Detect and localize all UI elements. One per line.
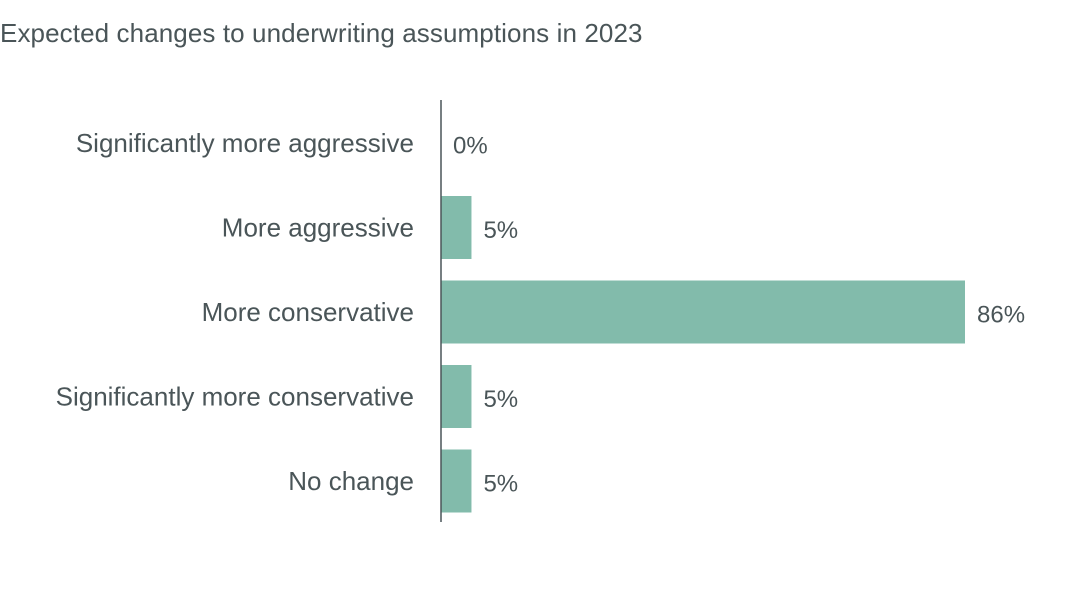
bar-5 [441,449,472,513]
value-label-4: 5% [483,386,518,413]
value-labels-group: 0% 5% 86% 5% 5% [453,133,1025,498]
category-label-4: Significantly more conservative [56,382,414,412]
value-label-2: 5% [483,217,518,244]
bar-3 [441,280,965,344]
value-label-5: 5% [483,471,518,498]
value-label-3: 86% [977,302,1025,329]
category-label-3: More conservative [202,297,414,327]
category-label-2: More aggressive [222,213,414,243]
value-label-1: 0% [453,133,488,160]
chart-title: Expected changes to underwriting assumpt… [0,18,643,48]
bar-2 [441,196,472,259]
category-label-5: No change [288,466,414,496]
bar-4 [441,365,472,428]
bars-group [441,196,965,513]
category-label-1: Significantly more aggressive [76,128,414,158]
category-labels-group: Significantly more aggressive More aggres… [56,128,414,496]
